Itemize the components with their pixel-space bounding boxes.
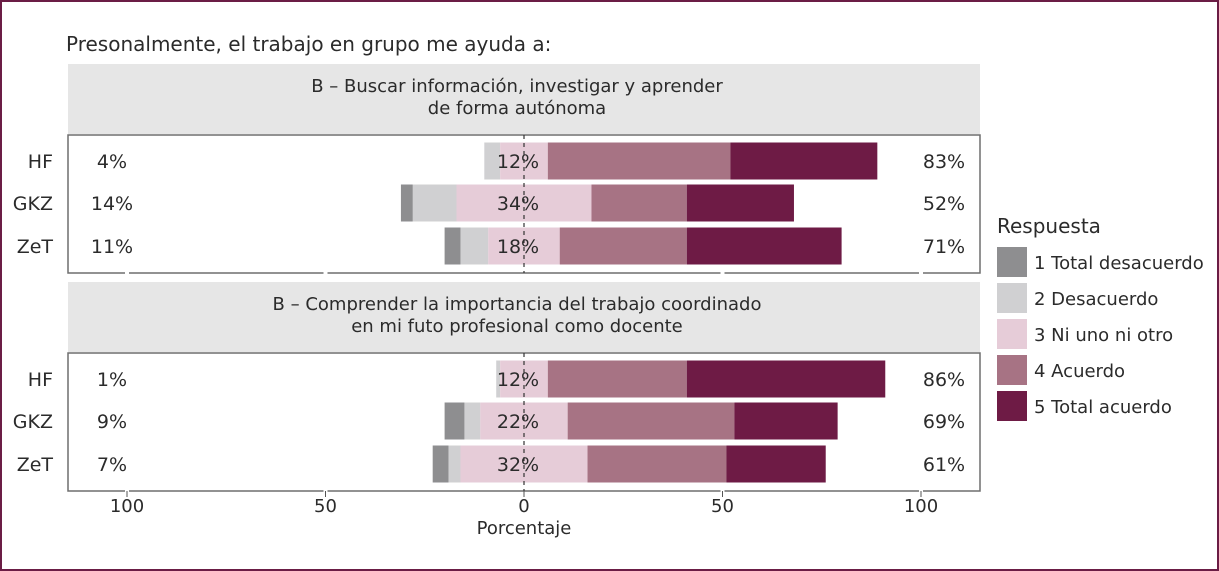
bar-segment xyxy=(730,142,878,180)
panel-title-line: en mi futo profesional como docente xyxy=(351,316,683,337)
mid-percent-label: 34% xyxy=(497,193,539,215)
bar-segment xyxy=(587,445,727,483)
right-percent-label: 83% xyxy=(923,151,965,173)
bar-segment xyxy=(686,184,794,222)
row-label: ZeT xyxy=(17,454,54,476)
bar-segment xyxy=(734,402,838,440)
bar-segment xyxy=(460,227,489,265)
left-percent-label: 7% xyxy=(97,454,127,476)
row-label: HF xyxy=(28,369,53,391)
panel: B – Buscar información, investigar y apr… xyxy=(13,64,981,274)
left-percent-label: 4% xyxy=(97,151,127,173)
left-percent-label: 1% xyxy=(97,369,127,391)
mid-percent-label: 12% xyxy=(497,369,539,391)
legend-swatch xyxy=(997,355,1027,385)
row-label: ZeT xyxy=(17,236,54,258)
legend-swatch xyxy=(997,391,1027,421)
row-label: GKZ xyxy=(13,411,53,433)
bar-segment xyxy=(444,402,465,440)
x-tick-label: 50 xyxy=(711,496,734,517)
legend-label: 2 Desacuerdo xyxy=(1034,289,1158,310)
right-percent-label: 69% xyxy=(923,411,965,433)
panel-title-line: de forma autónoma xyxy=(428,98,606,119)
bar-segment xyxy=(547,142,731,180)
right-percent-label: 52% xyxy=(923,193,965,215)
x-tick-label: 50 xyxy=(314,496,337,517)
panel-header xyxy=(68,282,980,352)
bar-segment xyxy=(464,402,481,440)
x-axis-label: Porcentaje xyxy=(477,518,572,539)
chart-title: Presonalmente, el trabajo en grupo me ay… xyxy=(66,32,551,56)
bar-segment xyxy=(448,445,461,483)
legend-swatch xyxy=(997,283,1027,313)
bar-segment xyxy=(726,445,826,483)
bar-segment xyxy=(444,227,461,265)
x-tick-label: 100 xyxy=(110,496,144,517)
mid-percent-label: 32% xyxy=(497,454,539,476)
mid-percent-label: 18% xyxy=(497,236,539,258)
bar-segment xyxy=(591,184,687,222)
bar-segment xyxy=(400,184,413,222)
bar-segment xyxy=(567,402,735,440)
legend-label: 4 Acuerdo xyxy=(1034,361,1125,382)
right-percent-label: 61% xyxy=(923,454,965,476)
legend-label: 5 Total acuerdo xyxy=(1034,397,1172,418)
x-tick-label: 0 xyxy=(518,496,529,517)
row-label: GKZ xyxy=(13,193,53,215)
left-percent-label: 11% xyxy=(91,236,133,258)
bar-segment xyxy=(432,445,449,483)
legend-label: 1 Total desacuerdo xyxy=(1034,253,1204,274)
panel: B – Comprender la importancia del trabaj… xyxy=(13,282,981,492)
bar-segment xyxy=(547,360,687,398)
x-tick-label: 100 xyxy=(904,496,938,517)
left-percent-label: 14% xyxy=(91,193,133,215)
bar-segment xyxy=(686,227,842,265)
legend-swatch xyxy=(997,319,1027,349)
row-label: HF xyxy=(28,151,53,173)
legend-label: 3 Ni uno ni otro xyxy=(1034,325,1173,346)
panel-title-line: B – Comprender la importancia del trabaj… xyxy=(273,294,762,315)
bar-segment xyxy=(412,184,457,222)
bar-segment xyxy=(496,360,501,398)
mid-percent-label: 22% xyxy=(497,411,539,433)
legend-swatch xyxy=(997,247,1027,277)
panel-title-line: B – Buscar información, investigar y apr… xyxy=(311,76,723,97)
left-percent-label: 9% xyxy=(97,411,127,433)
bar-segment xyxy=(559,227,687,265)
bar-segment xyxy=(686,360,886,398)
right-percent-label: 86% xyxy=(923,369,965,391)
bar-segment xyxy=(484,142,501,180)
mid-percent-label: 12% xyxy=(497,151,539,173)
panel-header xyxy=(68,64,980,134)
legend-title: Respuesta xyxy=(997,214,1101,238)
right-percent-label: 71% xyxy=(923,236,965,258)
